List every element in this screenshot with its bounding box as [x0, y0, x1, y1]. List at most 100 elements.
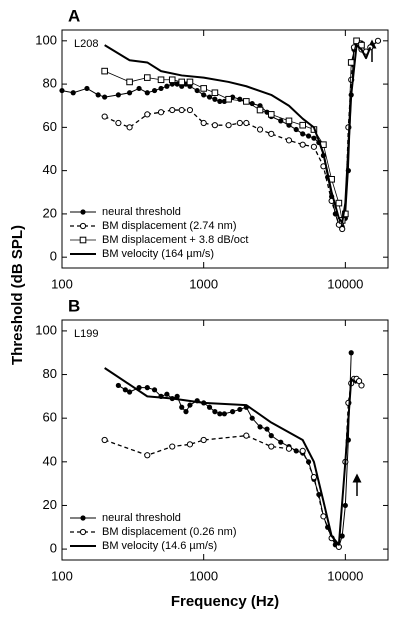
point: [249, 415, 255, 421]
point: [267, 111, 275, 118]
point: [243, 119, 250, 127]
point: [183, 409, 189, 415]
point: [144, 385, 150, 391]
point: [299, 141, 306, 148]
point: [300, 131, 306, 137]
point: [206, 94, 213, 100]
point: [186, 106, 194, 114]
legend-marker: [79, 528, 87, 536]
point: [169, 106, 176, 114]
series-line: [104, 44, 372, 224]
point: [257, 424, 263, 430]
y-tick-label: 80: [43, 366, 57, 381]
point: [243, 432, 250, 439]
point: [157, 109, 165, 116]
series-line: [104, 367, 358, 546]
point: [278, 118, 284, 124]
point: [179, 404, 185, 410]
y-tick-label: 80: [43, 76, 57, 91]
legend-label: neural threshold: [102, 512, 181, 524]
point: [217, 98, 223, 104]
point: [200, 85, 207, 92]
point: [178, 106, 185, 114]
point: [225, 95, 232, 103]
point: [200, 119, 207, 127]
point: [256, 106, 264, 114]
point: [268, 130, 275, 137]
point: [84, 85, 90, 92]
x-tick-label: 10000: [327, 568, 363, 583]
y-tick-label: 60: [43, 119, 57, 134]
x-axis-title: Frequency (Hz): [171, 593, 279, 610]
x-tick-label: 100: [51, 568, 73, 583]
point: [164, 391, 170, 397]
y-tick-label: 60: [43, 410, 57, 425]
point: [285, 117, 293, 125]
legend: neural threshold BM displacement (0.26 nm…: [70, 512, 237, 552]
plot-frame: [61, 29, 389, 269]
point: [268, 443, 275, 450]
point: [115, 382, 121, 389]
legend-label: BM displacement (2.74 nm): [102, 220, 237, 232]
point: [299, 121, 307, 129]
point: [169, 443, 176, 450]
point: [225, 122, 232, 129]
point: [212, 96, 218, 102]
point: [229, 409, 236, 415]
point: [264, 426, 270, 432]
point: [151, 87, 158, 94]
x-tick-label: 10000: [327, 276, 363, 291]
y-tick-label: 0: [50, 541, 57, 556]
point: [187, 402, 193, 408]
y-tick-label: 40: [43, 162, 57, 177]
point: [305, 133, 312, 139]
point: [122, 387, 128, 393]
point: [278, 439, 284, 445]
point: [310, 473, 318, 481]
point: [201, 92, 207, 98]
point: [200, 436, 207, 444]
point: [243, 98, 250, 105]
point: [126, 124, 133, 131]
point: [115, 119, 122, 127]
legend-marker: [80, 515, 86, 521]
point: [157, 76, 165, 84]
legend-marker: [79, 222, 87, 230]
legend-label: neural threshold: [102, 206, 181, 218]
point: [126, 389, 133, 395]
point: [126, 78, 133, 86]
annotation: L208: [74, 38, 98, 50]
legend-label: BM displacement (0.26 nm): [102, 526, 237, 538]
point: [342, 502, 348, 509]
point: [136, 85, 142, 92]
point: [299, 447, 306, 455]
point: [101, 113, 108, 120]
point: [164, 83, 170, 89]
point: [59, 87, 65, 94]
legend-label: BM displacement + 3.8 dB/oct: [102, 234, 248, 246]
point: [236, 119, 243, 127]
point: [212, 409, 218, 415]
point: [311, 135, 317, 141]
point: [342, 210, 349, 218]
point: [348, 350, 354, 356]
point: [353, 37, 360, 45]
point: [335, 199, 343, 207]
x-tick-label: 1000: [189, 276, 218, 291]
point: [144, 90, 150, 96]
y-axis-title: Threshold (dB SPL): [9, 225, 26, 365]
point: [256, 126, 264, 133]
point: [178, 78, 186, 86]
y-tick-label: 40: [43, 453, 57, 468]
point: [285, 445, 293, 452]
point: [211, 89, 219, 97]
point: [358, 382, 365, 389]
point: [358, 41, 365, 49]
point: [126, 90, 133, 96]
annotation: L199: [74, 328, 98, 340]
point: [374, 37, 382, 44]
point: [320, 513, 327, 520]
panel-letter: B: [68, 296, 80, 315]
point: [339, 533, 345, 539]
